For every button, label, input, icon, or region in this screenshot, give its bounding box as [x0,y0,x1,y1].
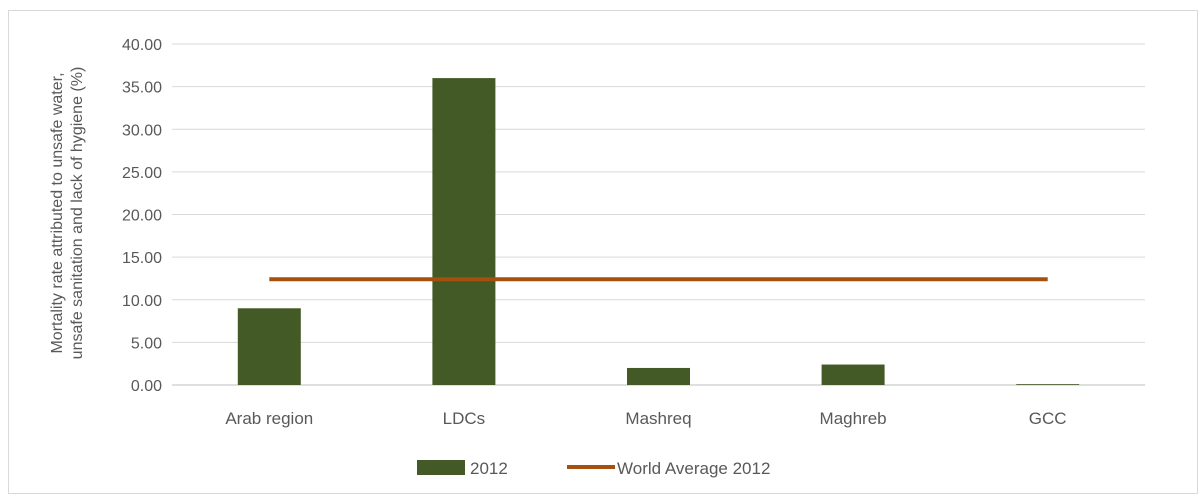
y-tick-label: 0.00 [131,378,162,395]
legend-label-2012: 2012 [470,459,508,478]
legend-label-world-average: World Average 2012 [617,459,770,478]
bar-gcc [1016,384,1080,385]
y-tick-label: 25.00 [122,165,162,182]
y-axis-label: Mortality rate attributed to unsafe wate… [49,67,86,360]
bar-arab-region [237,308,301,385]
x-tick-label: Arab region [225,409,313,428]
y-tick-labels: 0.00 5.00 10.00 15.00 20.00 25.00 30.00 35.00 40… [122,37,162,395]
x-tick-labels: Arab region LDCs Mashreq Maghreb GCC [225,409,1066,428]
y-tick-label: 10.00 [122,293,162,310]
x-tick-label: Maghreb [820,409,887,428]
gridlines [172,43,1145,386]
chart-frame [8,10,1198,494]
legend-swatch-2012 [417,460,465,475]
y-tick-label: 30.00 [122,122,162,139]
bars-2012 [237,78,1080,385]
y-tick-label: 40.00 [122,37,162,54]
y-tick-label: 20.00 [122,208,162,225]
bar-ldcs [432,78,496,385]
y-tick-label: 5.00 [131,335,162,352]
y-tick-label: 35.00 [122,80,162,97]
bar-mashreq [627,367,690,385]
y-axis-label-line-2: unsafe sanitation and lack of hygiene (%… [69,67,86,360]
bar-maghreb [821,364,885,385]
x-tick-label: GCC [1029,409,1067,428]
legend: 2012 World Average 2012 [417,459,770,478]
x-tick-label: LDCs [443,409,486,428]
y-tick-label: 15.00 [122,250,162,267]
y-axis-label-line-1: Mortality rate attributed to unsafe wate… [49,72,66,353]
x-tick-label: Mashreq [625,409,691,428]
